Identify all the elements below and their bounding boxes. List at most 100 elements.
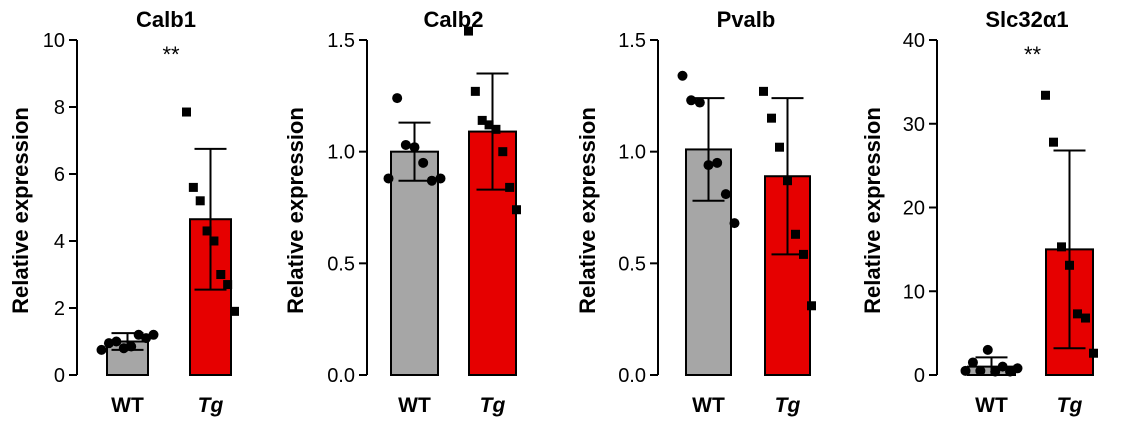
data-point-wt <box>96 344 107 355</box>
data-point-tg <box>775 142 784 152</box>
data-point-wt <box>967 357 978 368</box>
chart-panel-0: 0 2 4 6 8 10 Relative expression Calb1 WT Tg ** <box>8 7 239 417</box>
significance-marker: ** <box>162 42 180 67</box>
data-point-wt <box>426 175 437 186</box>
chart-panel-1: 0.0 0.5 1.0 1.5 Relative expression Calb2 WT Tg <box>283 7 521 417</box>
data-point-tg <box>1049 137 1058 147</box>
data-point-tg <box>477 115 487 125</box>
data-point-wt <box>400 139 411 150</box>
data-point-wt <box>383 173 394 184</box>
data-point-wt <box>141 333 152 344</box>
data-point-tg <box>505 182 515 192</box>
data-point-tg <box>1065 260 1074 270</box>
y-tick-label: 0.5 <box>327 253 355 275</box>
category-label-tg: Tg <box>198 394 224 417</box>
chart-title: Pvalb <box>717 7 776 32</box>
data-point-tg <box>182 107 191 117</box>
data-point-wt <box>703 160 714 171</box>
chart-title: Slc32α1 <box>985 7 1068 32</box>
data-point-wt <box>418 157 429 168</box>
data-point-wt <box>392 93 403 104</box>
chart-title: Calb1 <box>136 7 196 32</box>
data-point-wt <box>409 142 420 153</box>
data-point-tg <box>512 205 521 215</box>
data-point-wt <box>694 97 705 108</box>
data-point-wt <box>982 344 993 355</box>
data-point-tg <box>498 147 508 157</box>
y-tick-label: 0 <box>54 365 65 387</box>
y-axis-label: Relative expression <box>575 107 600 314</box>
data-point-wt <box>1005 366 1016 377</box>
y-tick-label: 1.0 <box>327 142 355 164</box>
category-label-wt: WT <box>398 394 431 417</box>
data-point-tg <box>195 196 205 206</box>
data-point-tg <box>1041 90 1050 100</box>
data-point-wt <box>133 329 144 340</box>
y-tick-label: 0.0 <box>327 365 355 387</box>
data-point-tg <box>491 124 501 134</box>
data-point-tg <box>202 226 212 236</box>
data-point-wt <box>435 173 446 184</box>
data-point-tg <box>188 182 198 192</box>
y-tick-label: 8 <box>54 97 65 119</box>
data-point-tg <box>209 236 219 246</box>
y-tick-label: 10 <box>43 30 65 52</box>
data-point-wt <box>960 365 971 376</box>
data-point-wt <box>686 95 697 106</box>
data-point-tg <box>1089 348 1098 358</box>
data-point-tg <box>1057 242 1066 252</box>
data-point-tg <box>767 113 776 123</box>
data-point-wt <box>677 70 688 81</box>
data-point-wt <box>990 366 1001 377</box>
category-label-wt: WT <box>975 394 1008 417</box>
data-point-tg <box>1073 309 1082 319</box>
y-tick-label: 1.0 <box>618 142 646 164</box>
data-point-wt <box>720 189 731 200</box>
data-point-tg <box>759 86 768 96</box>
bar-wt <box>390 150 439 376</box>
data-point-tg <box>464 26 473 36</box>
y-tick-label: 40 <box>903 30 925 52</box>
data-point-tg <box>470 86 480 96</box>
category-label-tg: Tg <box>480 394 506 417</box>
category-label-wt: WT <box>692 394 725 417</box>
data-point-wt <box>111 336 122 347</box>
y-tick-label: 30 <box>903 114 925 136</box>
data-point-tg <box>1081 313 1090 323</box>
data-point-tg <box>799 249 808 259</box>
y-tick-label: 2 <box>54 298 65 320</box>
significance-marker: ** <box>1024 42 1042 67</box>
data-point-wt <box>712 157 723 168</box>
chart-title: Calb2 <box>424 7 484 32</box>
data-point-wt <box>126 341 137 352</box>
chart-panel-3: 0 10 20 30 40 Relative expression Slc32α1 WT Tg *… <box>860 7 1098 417</box>
data-point-tg <box>484 120 494 130</box>
y-axis-label: Relative expression <box>860 107 885 314</box>
y-axis-label: Relative expression <box>8 107 33 314</box>
y-tick-label: 6 <box>54 164 65 186</box>
data-point-wt <box>997 361 1008 372</box>
category-label-tg: Tg <box>1057 394 1083 417</box>
y-tick-label: 0 <box>914 365 925 387</box>
data-point-tg <box>230 306 239 316</box>
y-tick-label: 0.5 <box>618 253 646 275</box>
category-label-tg: Tg <box>775 394 801 417</box>
y-tick-label: 0.0 <box>618 365 646 387</box>
y-tick-label: 4 <box>54 231 65 253</box>
data-point-wt <box>148 329 159 340</box>
category-label-wt: WT <box>111 394 144 417</box>
data-point-tg <box>791 229 800 239</box>
y-tick-label: 1.5 <box>327 30 355 52</box>
y-axis-label: Relative expression <box>283 107 308 314</box>
data-point-tg <box>807 301 816 311</box>
y-tick-label: 10 <box>903 281 925 303</box>
data-point-wt <box>729 218 740 229</box>
chart-panel-2: 0.0 0.5 1.0 1.5 Relative expression Pvalb WT Tg <box>575 7 816 417</box>
data-point-tg <box>216 270 226 279</box>
data-point-wt <box>1012 363 1023 374</box>
data-point-tg <box>223 280 233 290</box>
y-tick-label: 1.5 <box>618 30 646 52</box>
y-tick-label: 20 <box>903 198 925 220</box>
